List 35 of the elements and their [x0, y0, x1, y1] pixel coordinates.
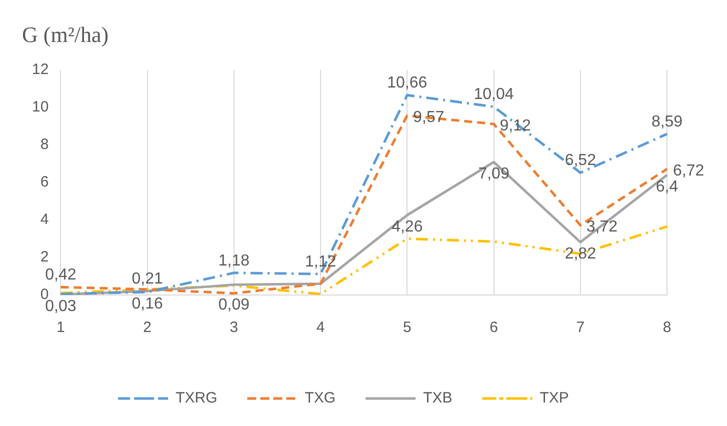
data-label: 7,09	[478, 165, 510, 182]
x-tick-label: 6	[490, 319, 498, 336]
legend-label: TXG	[304, 390, 336, 407]
y-tick-label: 10	[32, 98, 49, 116]
x-tick-label: 8	[662, 319, 672, 336]
y-tick-label: 2	[40, 248, 49, 266]
data-label: 8,59	[651, 113, 683, 130]
data-label: 0,09	[218, 296, 250, 314]
y-tick-label: 6	[40, 174, 49, 191]
x-tick-label: 1	[56, 319, 65, 336]
x-tick-label: 4	[316, 319, 325, 336]
data-label: 1,18	[218, 252, 250, 270]
data-label: 10,66	[387, 74, 428, 92]
x-tick-label: 3	[230, 319, 238, 336]
y-tick-label: 4	[40, 211, 49, 228]
data-label: 0,21	[132, 270, 163, 288]
x-tick-label: 2	[143, 319, 152, 336]
data-label: 6,52	[564, 152, 596, 170]
y-axis-title: G (m²/ha)	[22, 22, 109, 48]
data-label: 0,03	[45, 298, 76, 315]
x-tick-label: 7	[576, 319, 585, 336]
data-label: 0,42	[45, 266, 76, 284]
data-label: 4,26	[392, 218, 423, 236]
x-tick-label: 5	[402, 319, 412, 336]
legend-label: TXP	[540, 390, 569, 407]
data-label: 6,72	[673, 162, 704, 180]
data-label: 2,82	[564, 246, 596, 263]
legend-label: TXRG	[176, 390, 218, 407]
data-label: 0,16	[132, 295, 163, 312]
legend-label: TXB	[423, 390, 452, 407]
data-label: 6,4	[656, 178, 678, 196]
y-tick-label: 12	[32, 61, 49, 78]
y-tick-label: 8	[40, 136, 49, 154]
data-label: 3,72	[586, 218, 618, 236]
data-label: 10,04	[474, 86, 514, 104]
